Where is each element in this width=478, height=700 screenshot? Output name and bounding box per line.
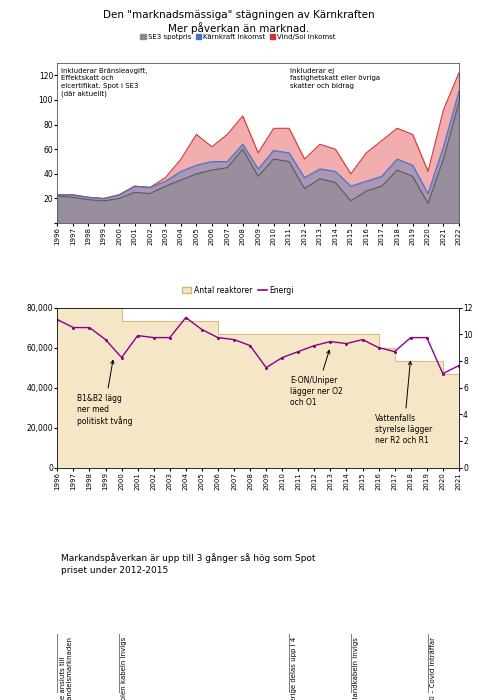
Text: 2020 – Covid inträffar: 2020 – Covid inträffar [430, 637, 436, 700]
Text: 2000 – Polen kabeln invigs: 2000 – Polen kabeln invigs [121, 637, 128, 700]
Text: E-ON/Uniper
lägger ner O2
och O1: E-ON/Uniper lägger ner O2 och O1 [290, 350, 343, 407]
Text: Inkluderar ej
fastighetskatt eller övriga
skatter och bidrag: Inkluderar ej fastighetskatt eller övrig… [290, 68, 380, 89]
Text: Mer påverkan än marknad.: Mer påverkan än marknad. [168, 22, 310, 34]
Text: B1&B2 lägg
ner med
politiskt tvång: B1&B2 lägg ner med politiskt tvång [76, 360, 132, 426]
Text: Markandspåverkan är upp till 3 gånger så hög som Spot
priset under 2012-2015: Markandspåverkan är upp till 3 gånger så… [61, 554, 316, 575]
Legend: Antal reaktorer, Energi: Antal reaktorer, Energi [179, 283, 297, 298]
Text: 1996 – Sverige ansluts till
Europiska elhandelsmarknaden: 1996 – Sverige ansluts till Europiska el… [60, 637, 73, 700]
Text: Inkluderar Bränsleavgift,
Effektskatt och
elcertifikat. Spot i SE3
(där aktuellt: Inkluderar Bränsleavgift, Effektskatt oc… [61, 68, 148, 97]
Text: Vattenfalls
styrelse lägger
ner R2 och R1: Vattenfalls styrelse lägger ner R2 och R… [375, 361, 433, 444]
Text: 2011 – Sverige delas upp i 4
zoner: 2011 – Sverige delas upp i 4 zoner [291, 637, 304, 700]
Text: 2015 – Estlandkabeln invigs: 2015 – Estlandkabeln invigs [353, 637, 359, 700]
Text: Den "marknadsmässiga" stägningen av Kärnkraften: Den "marknadsmässiga" stägningen av Kärn… [103, 10, 375, 20]
Legend: SE3 spotpris, Kärnkraft Inkomst, Vind/Sol Inkomst: SE3 spotpris, Kärnkraft Inkomst, Vind/So… [138, 32, 338, 43]
